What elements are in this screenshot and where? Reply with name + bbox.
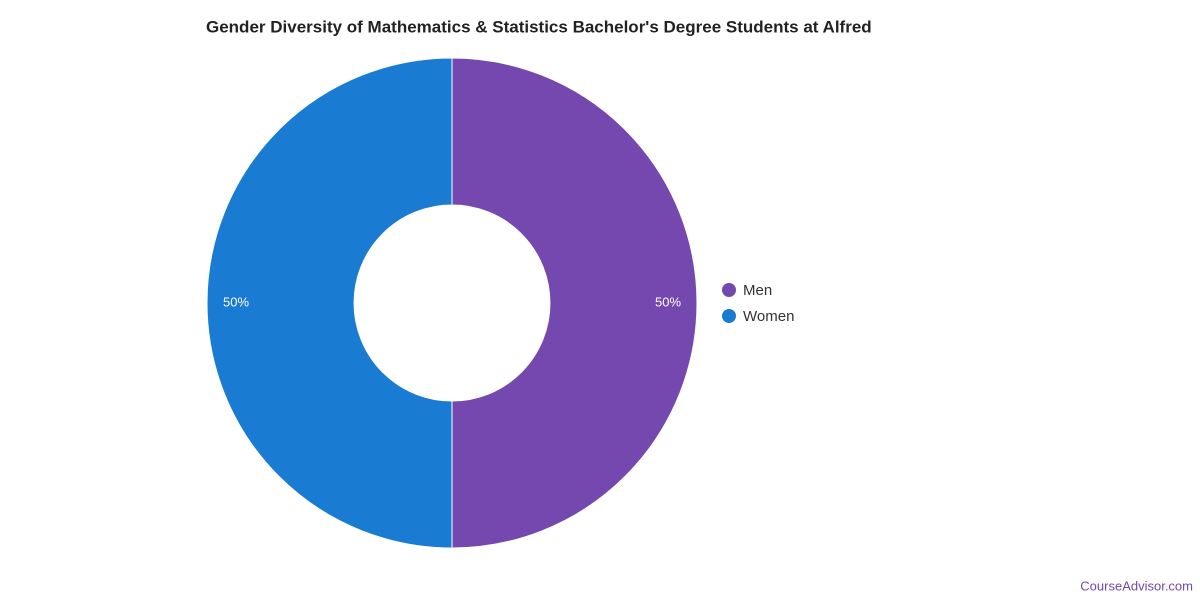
slice bbox=[451, 57, 698, 549]
source: CourseAdvisor.com bbox=[1080, 578, 1193, 593]
data-label: 50% bbox=[223, 294, 249, 309]
data-label: 50% bbox=[655, 294, 681, 309]
chart-title: Gender Diversity of Mathematics & Statis… bbox=[206, 17, 872, 36]
legend-marker bbox=[722, 309, 736, 323]
legend-label: Men bbox=[743, 282, 772, 299]
slice bbox=[206, 57, 453, 549]
legend-marker bbox=[722, 283, 736, 297]
legend-label: Women bbox=[743, 308, 794, 325]
